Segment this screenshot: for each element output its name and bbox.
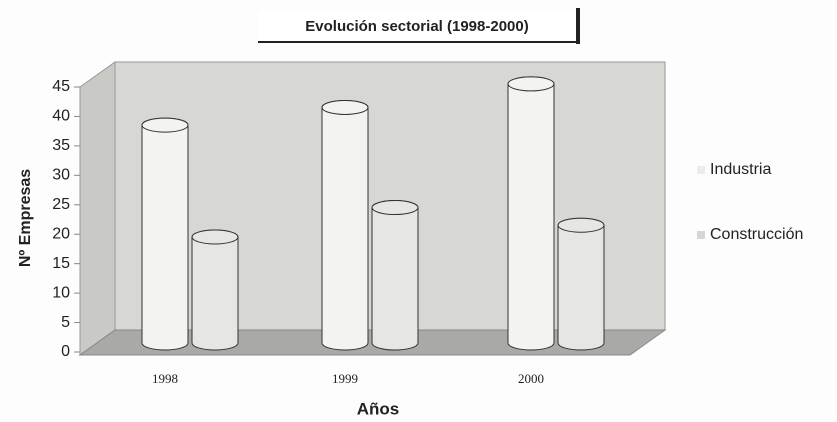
x-tick-label: 2000 bbox=[518, 371, 544, 386]
bar bbox=[191, 229, 239, 351]
legend-swatch bbox=[697, 231, 705, 239]
y-tick-label: 15 bbox=[52, 255, 70, 272]
bar bbox=[321, 99, 369, 351]
y-tick-label: 20 bbox=[52, 225, 70, 242]
y-tick-label: 40 bbox=[52, 108, 70, 125]
y-axis-label: Nº Empresas bbox=[17, 169, 34, 267]
bar-top bbox=[141, 117, 189, 133]
legend-label: Industria bbox=[710, 161, 771, 178]
bar bbox=[371, 200, 419, 351]
bar-top bbox=[371, 200, 419, 216]
legend-swatch bbox=[697, 166, 705, 174]
bar bbox=[507, 76, 555, 351]
bar-top bbox=[557, 217, 605, 233]
y-tick-label: 25 bbox=[52, 196, 70, 213]
bar-top bbox=[321, 99, 369, 115]
title-box bbox=[258, 10, 578, 42]
bar bbox=[141, 117, 189, 351]
chart-title: Evolución sectorial (1998-2000) bbox=[305, 18, 528, 35]
y-tick-label: 0 bbox=[61, 343, 70, 360]
x-tick-label: 1998 bbox=[152, 371, 178, 386]
y-tick-label: 10 bbox=[52, 284, 70, 301]
y-tick-label: 35 bbox=[52, 137, 70, 154]
y-tick-label: 45 bbox=[52, 78, 70, 95]
x-tick-label: 1999 bbox=[332, 371, 358, 386]
x-axis-label: Años bbox=[357, 399, 400, 418]
bar bbox=[557, 217, 605, 351]
bar-top bbox=[507, 76, 555, 92]
y-tick-label: 30 bbox=[52, 167, 70, 184]
y-tick-label: 5 bbox=[61, 314, 70, 331]
bar-top bbox=[191, 229, 239, 245]
legend-label: Construcción bbox=[710, 226, 803, 243]
side-wall bbox=[79, 61, 116, 356]
